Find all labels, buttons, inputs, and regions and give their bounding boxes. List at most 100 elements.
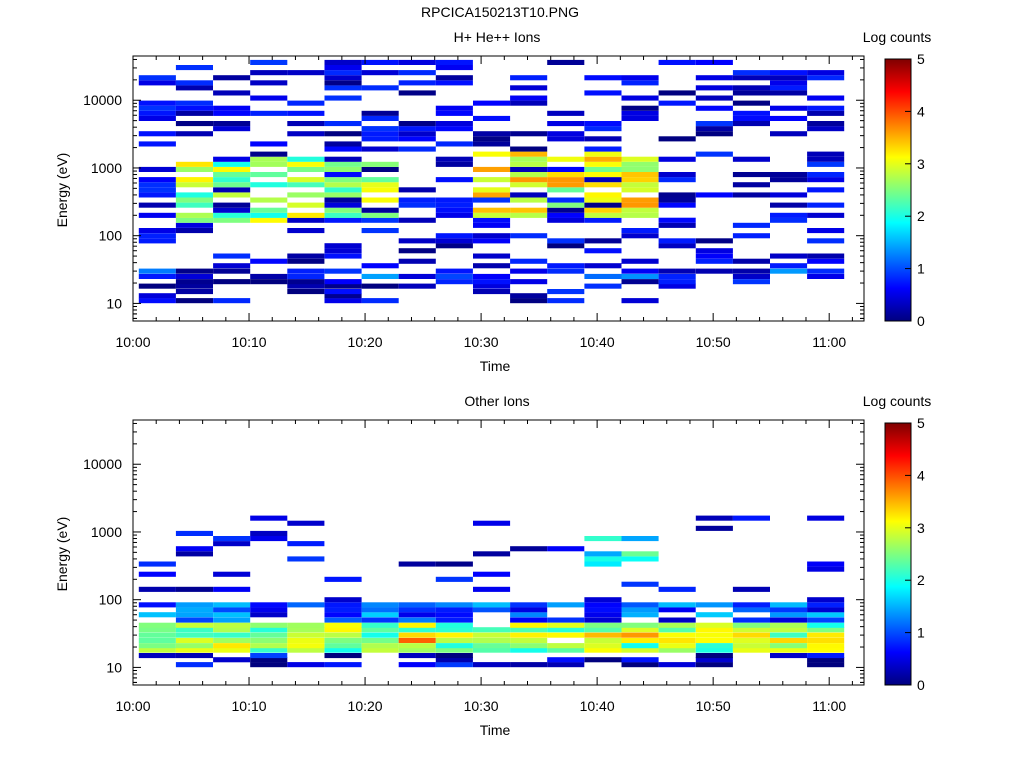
heatmap-cell: [695, 126, 733, 132]
heatmap-cell: [175, 273, 213, 279]
heatmap-cell: [324, 187, 362, 193]
heatmap-cell: [732, 110, 770, 116]
heatmap-cell: [732, 622, 770, 628]
heatmap-cell: [732, 70, 770, 76]
heatmap-cell: [732, 222, 770, 228]
heatmap-cell: [732, 85, 770, 91]
heatmap-cell: [324, 172, 362, 178]
heatmap-cell: [584, 177, 622, 183]
heatmap-cell: [732, 273, 770, 279]
heatmap-cell: [770, 172, 808, 178]
heatmap-cell: [510, 258, 548, 264]
heatmap-cell: [398, 70, 436, 76]
colorbar-tick-label: 4: [917, 103, 925, 119]
heatmap-cell: [473, 520, 511, 526]
heatmap-cell: [287, 258, 325, 264]
heatmap-cell: [584, 238, 622, 244]
heatmap-cell: [398, 146, 436, 152]
heatmap-cell: [435, 268, 473, 274]
heatmap-cell: [138, 643, 176, 649]
heatmap-cell: [213, 622, 251, 628]
heatmap-cell: [807, 121, 845, 127]
heatmap-cell: [621, 182, 659, 188]
heatmap-cell: [510, 627, 548, 633]
heatmap-cell: [621, 662, 659, 668]
heatmap-cell: [584, 248, 622, 254]
heatmap-cell: [435, 607, 473, 613]
colorbar-tick-label: 5: [917, 415, 925, 431]
heatmap-cell: [473, 273, 511, 279]
heatmap-cell: [807, 268, 845, 274]
heatmap-cell: [361, 298, 399, 304]
heatmap-cell: [473, 643, 511, 649]
x-tick-label: 10:10: [232, 698, 267, 714]
heatmap-cell: [547, 212, 585, 218]
heatmap-cell: [213, 263, 251, 269]
heatmap-cell: [510, 166, 548, 172]
heatmap-cell: [770, 617, 808, 623]
heatmap-cell: [807, 612, 845, 618]
heatmap-cell: [361, 647, 399, 653]
heatmap-cell: [547, 110, 585, 116]
heatmap-cell: [398, 617, 436, 623]
heatmap-cell: [138, 653, 176, 659]
heatmap-cell: [732, 627, 770, 633]
heatmap-cell: [695, 75, 733, 81]
heatmap-cell: [175, 637, 213, 643]
heatmap-cell: [473, 637, 511, 643]
heatmap-cell: [175, 602, 213, 608]
heatmap-cell: [658, 202, 696, 208]
heatmap-cell: [175, 228, 213, 234]
heatmap-cell: [435, 156, 473, 162]
heatmap-cell: [175, 166, 213, 172]
heatmap-cell: [658, 243, 696, 249]
heatmap-cell: [324, 597, 362, 603]
heatmap-cell: [175, 627, 213, 633]
heatmap-cell: [324, 65, 362, 71]
heatmap-cell: [213, 172, 251, 178]
heatmap-cell: [695, 647, 733, 653]
heatmap-cell: [473, 289, 511, 295]
heatmap-cell: [732, 279, 770, 285]
heatmap-cell: [770, 75, 808, 81]
heatmap-cell: [584, 561, 622, 567]
heatmap-cell: [695, 85, 733, 91]
colorbar-tick-label: 4: [917, 467, 925, 483]
heatmap-cell: [175, 530, 213, 536]
heatmap-cell: [770, 612, 808, 618]
heatmap-cell: [732, 156, 770, 162]
heatmap-cell: [473, 151, 511, 157]
heatmap-cell: [695, 268, 733, 274]
heatmap-cell: [658, 100, 696, 106]
heatmap-cells: [138, 515, 845, 668]
heatmap-cell: [621, 536, 659, 542]
heatmap-cell: [473, 283, 511, 289]
heatmap-cell: [695, 637, 733, 643]
heatmap-cell: [361, 85, 399, 91]
heatmap-cell: [621, 95, 659, 101]
heatmap-cell: [547, 289, 585, 295]
heatmap-cell: [324, 627, 362, 633]
heatmap-cell: [473, 187, 511, 193]
heatmap-cell: [770, 607, 808, 613]
colorbar-tick-label: 5: [917, 51, 925, 67]
heatmap-cell: [138, 238, 176, 244]
heatmap-cell: [473, 647, 511, 653]
heatmap-cell: [138, 283, 176, 289]
heatmap-cell: [435, 637, 473, 643]
heatmap-cell: [138, 115, 176, 121]
heatmap-cell: [287, 627, 325, 633]
heatmap-cell: [732, 258, 770, 264]
heatmap-cell: [621, 156, 659, 162]
heatmap-cell: [510, 643, 548, 649]
heatmap-cell: [250, 70, 288, 76]
heatmap-cell: [807, 647, 845, 653]
heatmap-cell: [287, 520, 325, 526]
heatmap-cell: [807, 187, 845, 193]
heatmap-cell: [695, 95, 733, 101]
x-tick-label: 11:00: [812, 698, 846, 714]
heatmap-cell: [510, 212, 548, 218]
heatmap-cell: [213, 156, 251, 162]
heatmap-cell: [138, 192, 176, 198]
heatmap-cell: [324, 177, 362, 183]
